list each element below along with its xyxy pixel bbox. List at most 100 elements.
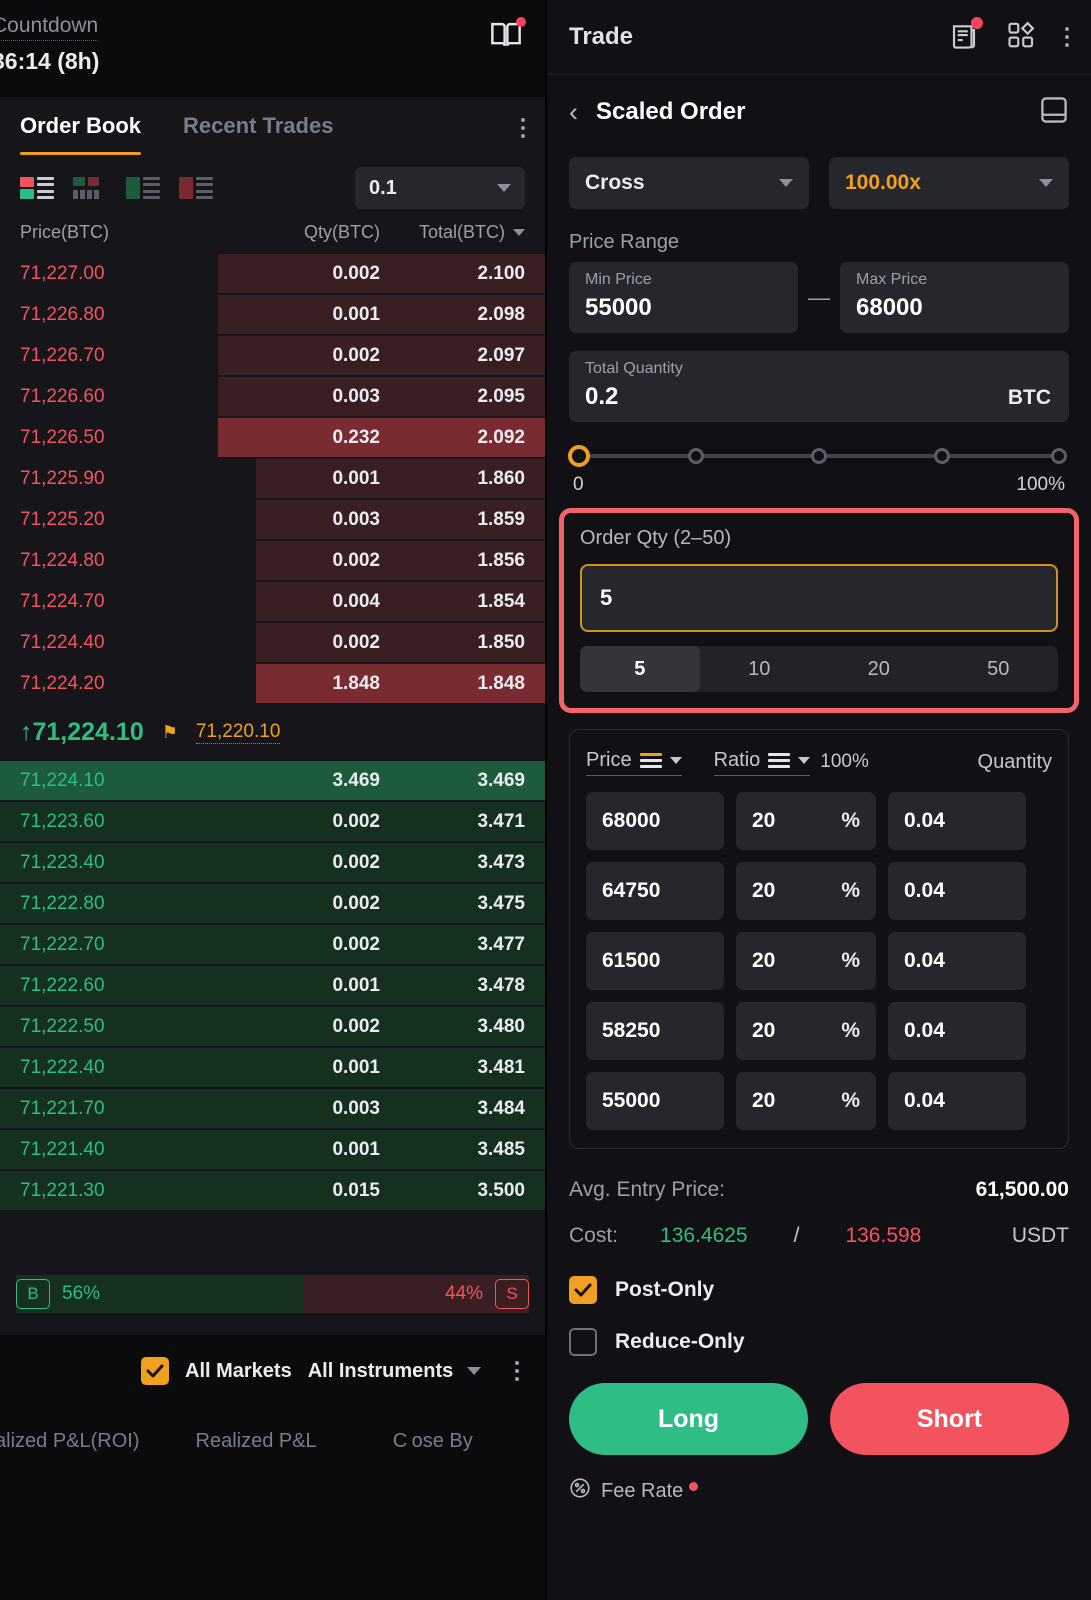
level-ratio-input[interactable]: 20% — [736, 932, 876, 990]
last-price: ↑71,224.10 — [20, 717, 144, 746]
quantity-slider[interactable]: 0 100% — [547, 422, 1091, 496]
tab-recent-trades[interactable]: Recent Trades — [183, 113, 334, 138]
order-book-row[interactable]: 71,227.00 0.002 2.100 — [0, 253, 545, 294]
leverage-select[interactable]: 100.00x — [829, 157, 1069, 209]
slider-stop-25[interactable] — [688, 448, 704, 464]
level-price-input[interactable]: 68000 — [586, 792, 724, 850]
level-price-input[interactable]: 55000 — [586, 1072, 724, 1130]
order-qty-chip-20[interactable]: 20 — [867, 657, 890, 680]
order-book-row[interactable]: 71,224.40 0.002 1.850 — [0, 622, 545, 663]
level-price-input[interactable]: 61500 — [586, 932, 724, 990]
order-book-more-icon[interactable] — [521, 118, 525, 138]
row-total: 1.859 — [477, 508, 525, 530]
order-book-row[interactable]: 71,222.70 0.002 3.477 — [0, 924, 545, 965]
order-summary: Avg. Entry Price: 61,500.00 Cost: 136.46… — [547, 1149, 1091, 1259]
price-column-header[interactable]: Price — [586, 749, 682, 776]
order-book-row[interactable]: 71,224.10 3.469 3.469 — [0, 760, 545, 801]
order-book-row[interactable]: 71,222.40 0.001 3.481 — [0, 1047, 545, 1088]
level-ratio-input[interactable]: 20% — [736, 1002, 876, 1060]
order-book-row[interactable]: 71,222.60 0.001 3.478 — [0, 965, 545, 1006]
order-qty-chip-10[interactable]: 10 — [748, 657, 771, 680]
order-book-toggle-icon[interactable] — [1039, 95, 1069, 130]
trade-more-icon[interactable] — [1065, 27, 1069, 47]
post-only-checkbox[interactable] — [569, 1276, 597, 1304]
order-book-row[interactable]: 71,221.30 0.015 3.500 — [0, 1170, 545, 1211]
order-book-row[interactable]: 71,225.90 0.001 1.860 — [0, 458, 545, 499]
level-quantity-input[interactable]: 0.04 — [888, 1072, 1026, 1130]
ratio-column-header[interactable]: Ratio — [713, 749, 811, 776]
mode-bids-only-icon[interactable] — [126, 177, 160, 199]
min-price-field[interactable]: Min Price 55000 — [569, 262, 798, 333]
level-quantity-input[interactable]: 0.04 — [888, 862, 1026, 920]
order-book-row[interactable]: 71,226.80 0.001 2.098 — [0, 294, 545, 335]
cost-separator: / — [793, 1224, 800, 1247]
order-book-row[interactable]: 71,226.50 0.232 2.092 — [0, 417, 545, 458]
level-quantity-input[interactable]: 0.04 — [888, 1002, 1026, 1060]
orders-rows: 68000 20% 0.04 64750 20% 0.04 61500 20% … — [586, 792, 1052, 1130]
margin-mode-value: Cross — [585, 171, 645, 194]
news-notification-dot — [971, 16, 983, 29]
mode-asks-only-icon[interactable] — [179, 177, 213, 199]
level-price-input[interactable]: 64750 — [586, 862, 724, 920]
header-total: Total(BTC) — [418, 221, 505, 242]
long-button[interactable]: Long — [569, 1383, 808, 1455]
order-book-row[interactable]: 71,221.70 0.003 3.484 — [0, 1088, 545, 1129]
mark-price-flag-icon: ⚑ — [161, 721, 178, 742]
total-quantity-field[interactable]: Total Quantity 0.2 BTC — [569, 351, 1069, 422]
row-total: 3.475 — [477, 892, 525, 914]
order-qty-input[interactable]: 5 — [580, 564, 1058, 632]
back-chevron-icon[interactable]: ‹ — [569, 96, 578, 127]
row-total: 1.850 — [477, 631, 525, 653]
order-book-row[interactable]: 71,223.60 0.002 3.471 — [0, 801, 545, 842]
max-price-field[interactable]: Max Price 68000 — [840, 262, 1069, 333]
quantity-column-header: Quantity — [977, 750, 1052, 773]
tab-order-book[interactable]: Order Book — [20, 113, 142, 155]
row-qty: 0.002 — [332, 933, 380, 955]
tick-size-select[interactable]: 0.1 — [355, 167, 525, 209]
level-ratio-input[interactable]: 20% — [736, 862, 876, 920]
header-total-wrap[interactable]: Total(BTC) — [380, 222, 525, 243]
instruments-select[interactable]: All Instruments — [308, 1360, 482, 1383]
order-book-row[interactable]: 71,224.80 0.002 1.856 — [0, 540, 545, 581]
row-price: 71,221.30 — [20, 1179, 105, 1201]
order-book-row[interactable]: 71,222.50 0.002 3.480 — [0, 1006, 545, 1047]
order-book-row[interactable]: 71,223.40 0.002 3.473 — [0, 842, 545, 883]
row-price: 71,222.60 — [20, 974, 105, 996]
book-icon[interactable] — [489, 17, 526, 55]
level-ratio-input[interactable]: 20% — [736, 1072, 876, 1130]
mode-both-icon[interactable] — [20, 177, 54, 199]
reduce-only-checkbox[interactable] — [569, 1328, 597, 1356]
all-markets-checkbox[interactable] — [141, 1357, 169, 1385]
order-book-row[interactable]: 71,224.20 1.848 1.848 — [0, 663, 545, 704]
widgets-icon[interactable] — [1007, 21, 1037, 54]
level-quantity-input[interactable]: 0.04 — [888, 792, 1026, 850]
tab-unrealized-pnl[interactable]: alized P&L(ROI) — [0, 1429, 140, 1452]
slider-stop-100[interactable] — [1051, 448, 1067, 464]
order-book-row[interactable]: 71,221.40 0.001 3.485 — [0, 1129, 545, 1170]
positions-more-icon[interactable] — [515, 1361, 520, 1381]
slider-stop-50[interactable] — [811, 448, 827, 464]
short-button[interactable]: Short — [830, 1383, 1069, 1455]
fee-rate-row[interactable]: Fee Rate — [547, 1455, 1091, 1505]
order-book-row[interactable]: 71,226.60 0.003 2.095 — [0, 376, 545, 417]
row-qty: 0.232 — [332, 426, 380, 448]
order-book-row[interactable]: 71,224.70 0.004 1.854 — [0, 581, 545, 622]
news-icon[interactable] — [949, 16, 983, 54]
row-price: 71,227.00 — [20, 262, 105, 284]
slider-stop-75[interactable] — [934, 448, 950, 464]
level-quantity-input[interactable]: 0.04 — [888, 932, 1026, 990]
slider-handle[interactable] — [568, 445, 590, 467]
tab-realized-pnl[interactable]: Realized P&L — [195, 1429, 317, 1452]
order-qty-chip-50[interactable]: 50 — [987, 657, 1010, 680]
order-book-row[interactable]: 71,225.20 0.003 1.859 — [0, 499, 545, 540]
order-book-row[interactable]: 71,226.70 0.002 2.097 — [0, 335, 545, 376]
order-book-row[interactable]: 71,222.80 0.002 3.475 — [0, 883, 545, 924]
tab-close-by[interactable]: Close By — [392, 1429, 473, 1452]
order-qty-chip-5[interactable]: 5 — [580, 646, 700, 692]
mode-depth-icon[interactable] — [73, 177, 107, 199]
level-price-input[interactable]: 58250 — [586, 1002, 724, 1060]
display-mode-icons — [20, 177, 213, 199]
fee-rate-icon — [569, 1477, 591, 1505]
level-ratio-input[interactable]: 20% — [736, 792, 876, 850]
margin-mode-select[interactable]: Cross — [569, 157, 809, 209]
